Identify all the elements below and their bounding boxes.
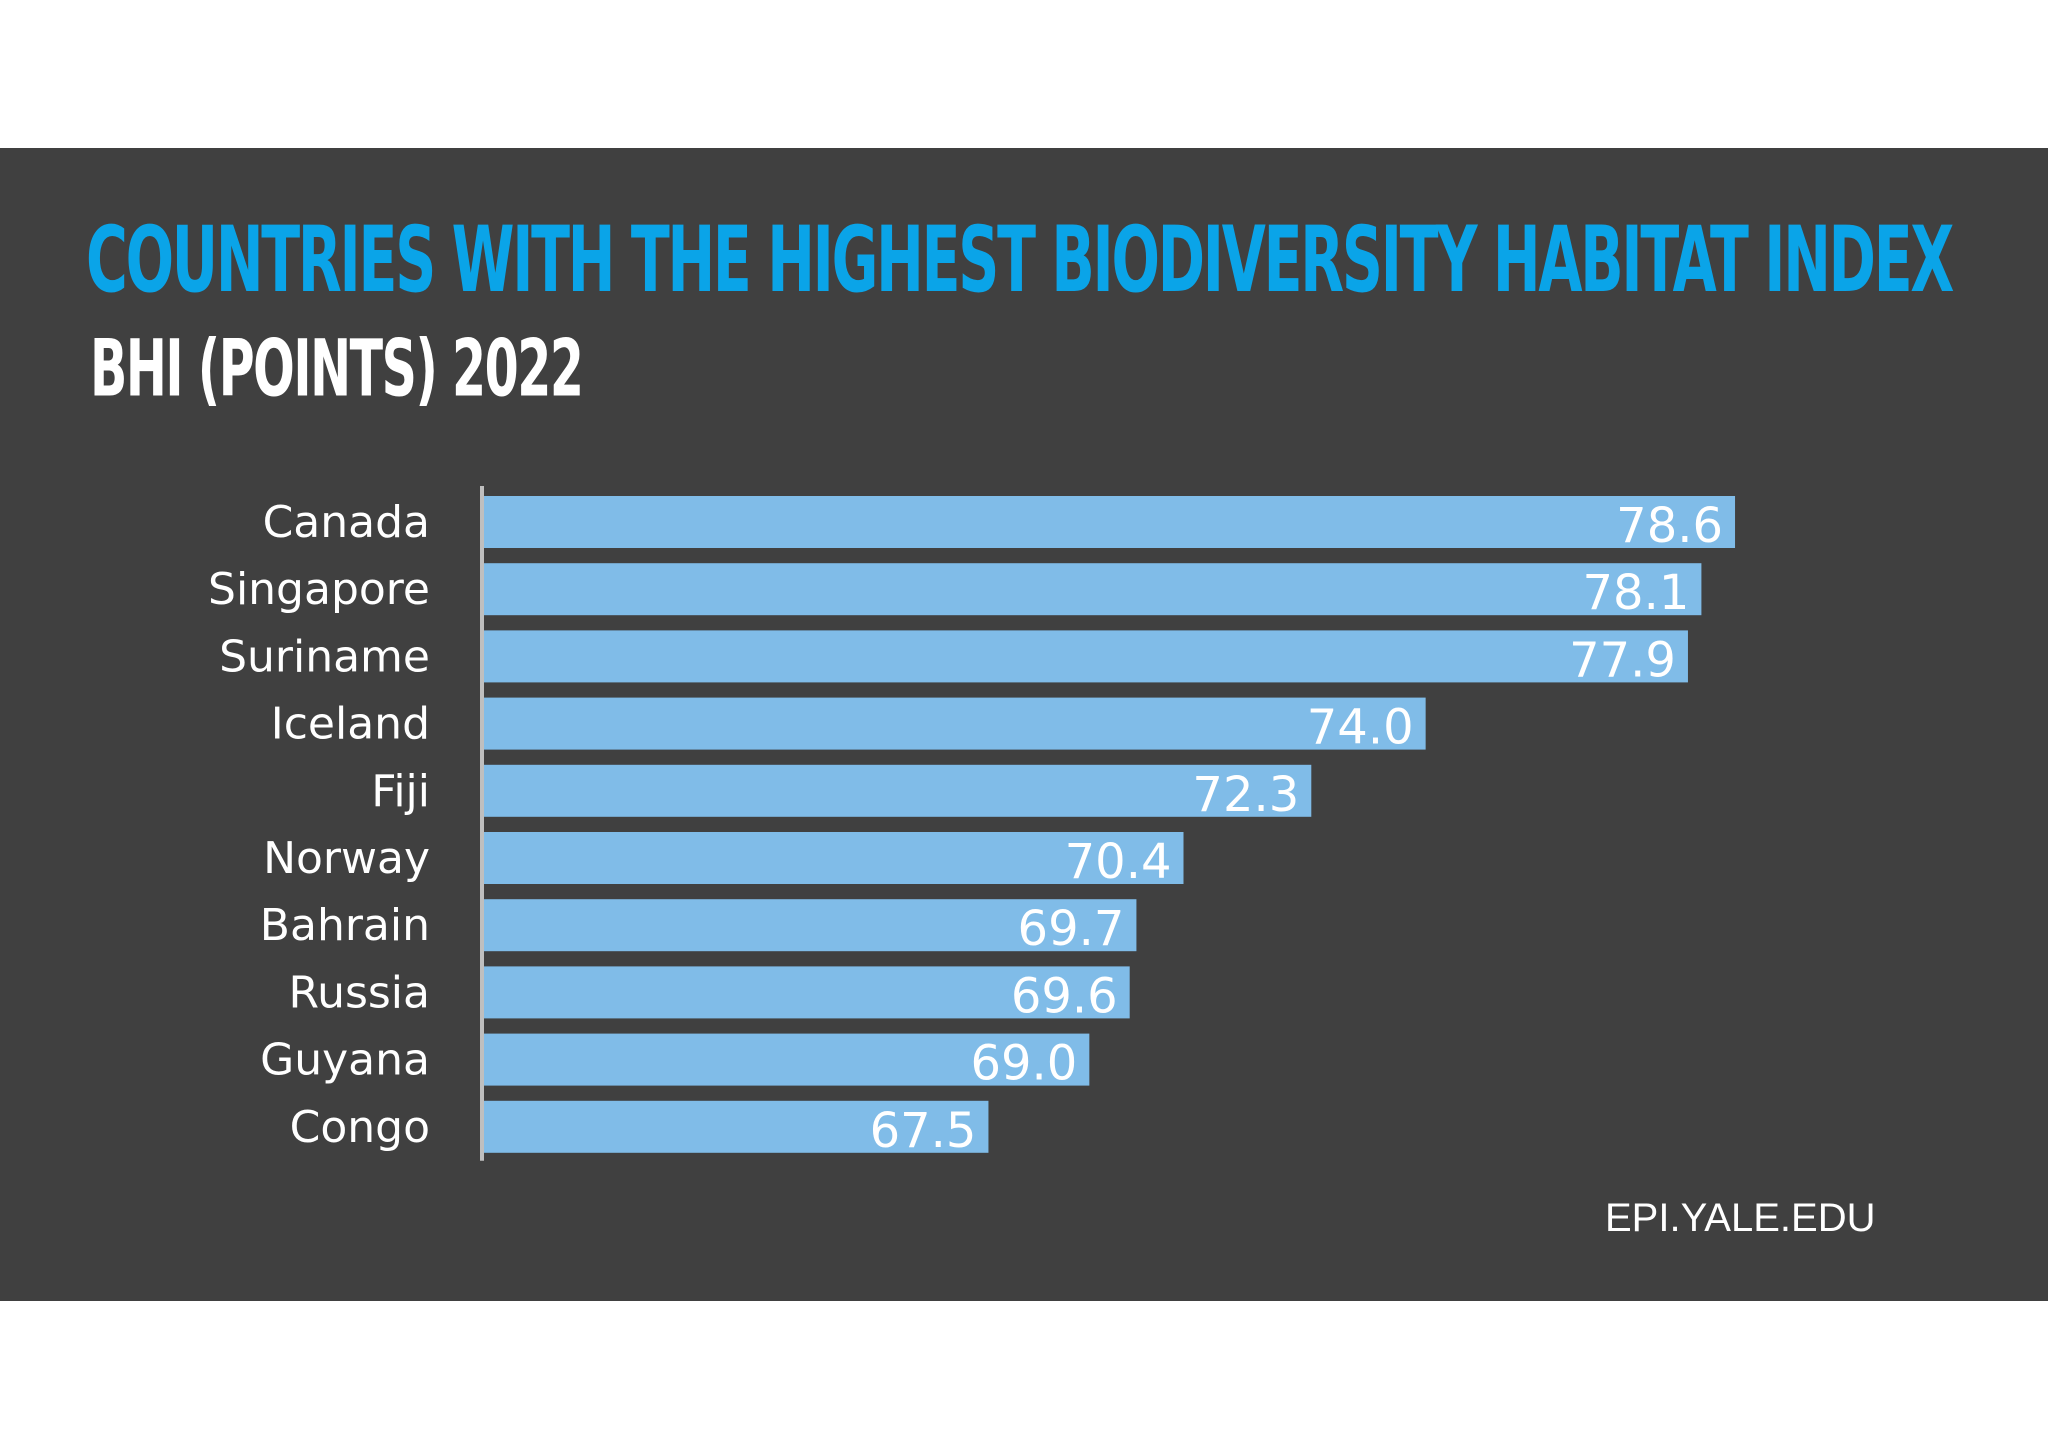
category-label-iceland: Iceland xyxy=(271,699,430,750)
bar-russia xyxy=(484,966,1130,1019)
category-labels-group: Canada Singapore Suriname Iceland Fiji Norway… xyxy=(208,497,430,1153)
category-label-bahrain: Bahrain xyxy=(260,900,430,951)
category-label-norway: Norway xyxy=(263,833,430,884)
category-label-russia: Russia xyxy=(288,967,430,1018)
category-label-guyana: Guyana xyxy=(260,1035,430,1086)
value-label-congo: 67.5 xyxy=(870,1103,977,1159)
category-label-fiji: Fiji xyxy=(371,766,430,817)
value-label-bahrain: 69.7 xyxy=(1018,901,1125,957)
value-label-suriname: 77.9 xyxy=(1569,632,1676,688)
value-label-norway: 70.4 xyxy=(1065,834,1172,890)
bar-iceland xyxy=(484,697,1426,750)
bar-fiji xyxy=(484,764,1312,817)
bar-bahrain xyxy=(484,899,1137,952)
value-label-russia: 69.6 xyxy=(1011,968,1118,1024)
category-label-canada: Canada xyxy=(263,497,430,548)
source-credit: EPI.YALE.EDU xyxy=(1605,1196,1876,1240)
value-label-canada: 78.6 xyxy=(1616,498,1723,554)
value-label-fiji: 72.3 xyxy=(1192,767,1299,823)
chart-panel: COUNTRIES WITH THE HIGHEST BIODIVERSITY … xyxy=(0,148,2048,1301)
bar-guyana xyxy=(484,1033,1090,1086)
bar-singapore xyxy=(484,563,1702,616)
chart-subtitle: BHI (POINTS) 2022 xyxy=(90,324,584,415)
category-label-congo: Congo xyxy=(290,1102,430,1153)
value-label-iceland: 74.0 xyxy=(1307,700,1414,756)
bar-chart: Canada Singapore Suriname Iceland Fiji Norway… xyxy=(208,486,1736,1161)
bar-norway xyxy=(484,832,1184,884)
category-label-suriname: Suriname xyxy=(219,631,430,682)
chart-title: COUNTRIES WITH THE HIGHEST BIODIVERSITY … xyxy=(86,205,1954,313)
bar-canada xyxy=(484,496,1736,548)
bars-group xyxy=(484,496,1736,1153)
bar-suriname xyxy=(484,630,1688,683)
value-label-guyana: 69.0 xyxy=(970,1036,1077,1092)
value-labels-group: 78.6 78.1 77.9 74.072.3 70.4 69.7 69.6 69.0 67.5 xyxy=(870,498,1723,1159)
category-label-singapore: Singapore xyxy=(208,564,430,615)
value-label-singapore: 78.1 xyxy=(1583,565,1690,621)
bar-congo xyxy=(484,1100,989,1153)
